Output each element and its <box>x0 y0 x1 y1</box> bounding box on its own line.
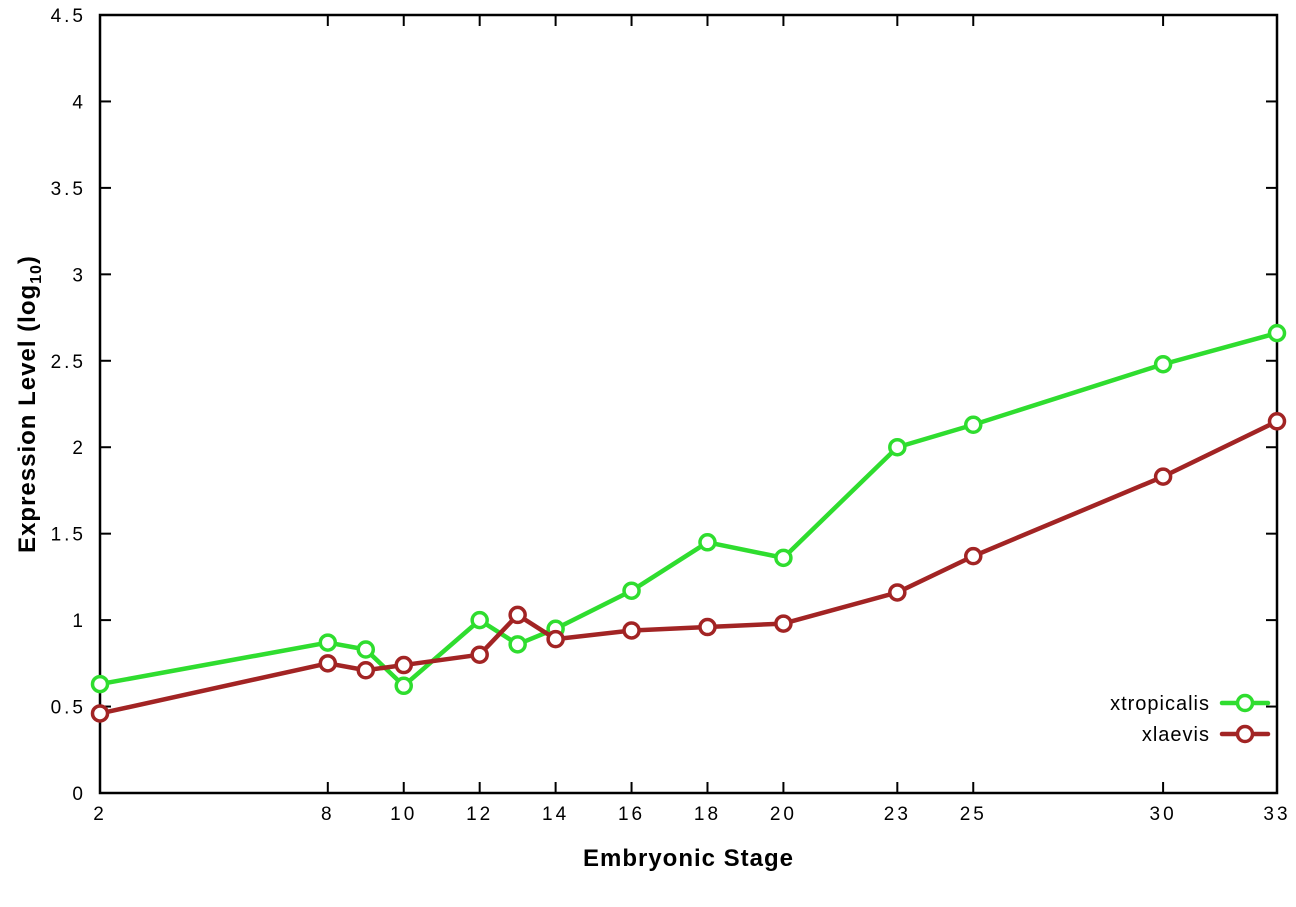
x-tick-label: 8 <box>321 804 335 825</box>
y-tick-label: 4.5 <box>51 6 86 27</box>
data-point-xtropicalis <box>1267 323 1287 343</box>
data-point-xtropicalis <box>774 548 793 568</box>
data-point-xlaevis <box>508 605 527 625</box>
data-point-xtropicalis <box>698 533 717 552</box>
data-point-xlaevis <box>318 654 338 673</box>
y-tick-label: 2.5 <box>51 352 86 373</box>
x-tick-label: 10 <box>390 804 417 825</box>
data-point-xtropicalis <box>394 676 413 696</box>
y-axis-title: Expression Level (log10) <box>14 255 46 553</box>
x-tick-label: 12 <box>466 804 493 825</box>
x-tick-label: 16 <box>618 804 645 825</box>
x-tick-label: 23 <box>884 804 911 825</box>
legend-label-xtropicalis: xtropicalis <box>1110 693 1210 715</box>
data-point-xlaevis <box>622 621 641 640</box>
x-tick-label: 20 <box>770 804 797 825</box>
y-tick-label: 4 <box>72 92 86 113</box>
y-tick-label: 3.5 <box>51 179 86 200</box>
x-tick-label: 14 <box>542 804 569 825</box>
data-point-xtropicalis <box>888 437 907 457</box>
y-axis-title-subscript: 10 <box>28 264 45 284</box>
data-point-xlaevis <box>698 617 717 637</box>
series-line-xtropicalis <box>97 330 1280 689</box>
data-point-xlaevis <box>1267 412 1287 431</box>
x-tick-label: 33 <box>1263 804 1290 825</box>
x-tick-label: 25 <box>960 804 987 825</box>
y-axis-title-close: ) <box>14 255 41 265</box>
x-tick-label: 18 <box>694 804 721 825</box>
data-point-xlaevis <box>470 645 489 664</box>
legend-marker-xlaevis <box>1235 724 1255 744</box>
data-point-xlaevis <box>888 583 907 602</box>
y-tick-label: 0 <box>72 784 86 805</box>
x-axis-title: Embryonic Stage <box>582 845 795 872</box>
data-point-xtropicalis <box>356 640 376 659</box>
plot-border <box>98 13 1279 795</box>
data-point-xtropicalis <box>508 635 527 654</box>
series-line-xlaevis <box>97 419 1280 716</box>
y-tick-label: 1 <box>72 611 86 632</box>
x-tick-label: 30 <box>1150 804 1177 825</box>
legend-label-xlaevis: xlaevis <box>1142 724 1210 746</box>
data-point-xtropicalis <box>1153 354 1173 374</box>
y-tick-label: 1.5 <box>51 525 86 546</box>
data-point-xtropicalis <box>318 633 338 652</box>
data-point-xlaevis <box>774 614 793 633</box>
x-tick-label: 2 <box>93 804 107 825</box>
legend-marker-xtropicalis <box>1235 693 1255 713</box>
data-point-xlaevis <box>546 629 565 649</box>
y-axis-title-text: Expression Level (log <box>14 283 41 553</box>
data-point-xlaevis <box>356 660 376 680</box>
data-point-xtropicalis <box>964 415 983 434</box>
data-point-xtropicalis <box>470 610 489 630</box>
data-point-xlaevis <box>1153 467 1173 486</box>
data-point-xtropicalis <box>622 581 641 600</box>
y-tick-label: 3 <box>72 265 86 286</box>
data-point-xtropicalis <box>90 674 110 694</box>
y-tick-label: 2 <box>72 438 86 459</box>
y-tick-label: 0.5 <box>51 698 86 719</box>
data-point-xlaevis <box>90 704 110 723</box>
data-point-xlaevis <box>394 655 413 675</box>
data-point-xlaevis <box>964 546 983 566</box>
